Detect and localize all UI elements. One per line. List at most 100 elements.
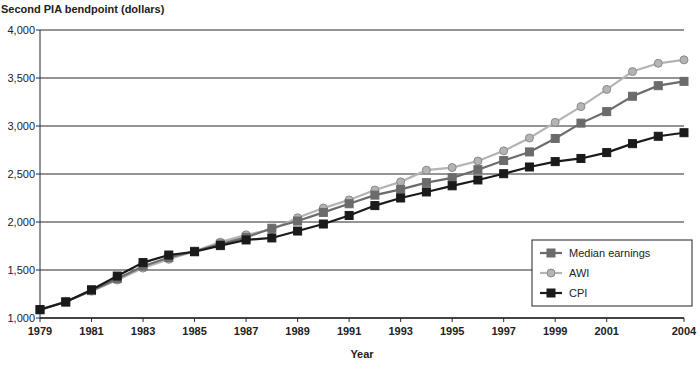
series-point xyxy=(268,224,276,232)
series-point xyxy=(680,129,688,137)
legend-label: Median earnings xyxy=(569,247,651,259)
series-point xyxy=(36,306,44,314)
y-tick-label: 4,000 xyxy=(7,24,35,36)
series-point xyxy=(88,286,96,294)
series-point xyxy=(525,163,533,171)
y-tick xyxy=(36,126,40,127)
y-tick xyxy=(36,174,40,175)
series-point xyxy=(36,306,44,314)
y-tick-label: 1,500 xyxy=(7,264,35,276)
series-point xyxy=(191,248,199,256)
x-tick-label: 1993 xyxy=(388,325,412,337)
series-point xyxy=(191,247,199,255)
x-tick xyxy=(349,318,350,322)
legend-marker xyxy=(547,269,555,277)
series-point xyxy=(319,208,327,216)
series-point xyxy=(654,132,662,140)
series-point xyxy=(165,251,173,259)
series-point xyxy=(448,164,456,172)
series-point xyxy=(500,157,508,165)
series-point xyxy=(294,217,302,225)
grid-line xyxy=(40,126,684,127)
x-tick-label: 2001 xyxy=(594,325,618,337)
y-tick xyxy=(36,318,40,319)
series-point xyxy=(88,287,96,295)
series-point xyxy=(319,220,327,228)
series-point xyxy=(36,306,44,314)
grid-line xyxy=(40,318,684,319)
series-point xyxy=(577,119,585,127)
y-tick xyxy=(36,30,40,31)
series-line xyxy=(40,81,684,309)
grid-line xyxy=(40,222,684,223)
series-point xyxy=(422,188,430,196)
series-point xyxy=(525,148,533,156)
series-point xyxy=(500,170,508,178)
series-point xyxy=(603,149,611,157)
series-point xyxy=(139,259,147,267)
series-point xyxy=(371,191,379,199)
series-point xyxy=(628,140,636,148)
x-axis xyxy=(40,317,684,319)
series-point xyxy=(628,92,636,100)
x-tick xyxy=(684,318,685,322)
grid-line xyxy=(40,174,684,175)
series-point xyxy=(603,108,611,116)
series-point xyxy=(268,234,276,242)
y-axis xyxy=(40,30,41,318)
series-point xyxy=(397,185,405,193)
series-line xyxy=(40,60,684,310)
series-point xyxy=(113,272,121,280)
series-point xyxy=(654,59,662,67)
series-point xyxy=(680,56,688,64)
legend-box xyxy=(532,240,692,306)
x-tick-label: 2004 xyxy=(672,325,697,337)
chart-container: 1,000 1,500 2,000 2,500 3,000 3,500 4,000 1979 1… xyxy=(0,0,700,369)
series-point xyxy=(345,211,353,219)
x-tick xyxy=(91,318,92,322)
chart-svg: 1,000 1,500 2,000 2,500 3,000 3,500 4,000 1979 1… xyxy=(0,0,700,369)
y-tick-label: 3,000 xyxy=(7,120,35,132)
series-point xyxy=(474,166,482,174)
series-point xyxy=(216,242,224,250)
series-point xyxy=(371,202,379,210)
y-tick xyxy=(36,222,40,223)
x-tick-label: 1991 xyxy=(337,325,361,337)
series-point xyxy=(242,236,250,244)
y-tick-label: 3,500 xyxy=(7,72,35,84)
series-point xyxy=(345,200,353,208)
series-point xyxy=(422,166,430,174)
legend-marker xyxy=(547,249,555,257)
series-point xyxy=(422,179,430,187)
legend-label: CPI xyxy=(569,287,587,299)
x-tick xyxy=(503,318,504,322)
x-tick-label: 1979 xyxy=(28,325,52,337)
x-tick xyxy=(452,318,453,322)
series-point xyxy=(551,134,559,142)
series-point xyxy=(62,298,70,306)
x-tick-label: 1999 xyxy=(543,325,567,337)
y-tick-label: 1,000 xyxy=(7,312,35,324)
x-tick-label: 1997 xyxy=(491,325,515,337)
x-tick xyxy=(555,318,556,322)
x-tick xyxy=(297,318,298,322)
x-tick-label: 1995 xyxy=(440,325,464,337)
series-point xyxy=(62,298,70,306)
grid-line xyxy=(40,78,684,79)
series-point xyxy=(474,157,482,165)
series-point xyxy=(577,103,585,111)
series-point xyxy=(397,194,405,202)
y-tick-label: 2,500 xyxy=(7,168,35,180)
y-tick xyxy=(36,78,40,79)
y-tick-label: 2,000 xyxy=(7,216,35,228)
x-tick-label: 1983 xyxy=(131,325,155,337)
series-point xyxy=(62,297,70,305)
series-point xyxy=(397,178,405,186)
legend-label: AWI xyxy=(569,267,589,279)
series-point xyxy=(448,182,456,190)
x-tick xyxy=(606,318,607,322)
x-tick-label: 1985 xyxy=(182,325,206,337)
y-axis-label: Second PIA bendpoint (dollars) xyxy=(1,3,165,15)
y-tick xyxy=(36,270,40,271)
series-point xyxy=(603,85,611,93)
